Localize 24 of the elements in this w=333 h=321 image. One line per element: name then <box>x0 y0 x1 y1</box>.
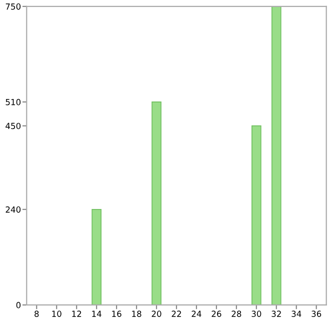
x-tick-label: 32 <box>272 310 281 317</box>
x-tick-label: 16 <box>112 310 122 317</box>
x-tick-label: 30 <box>252 310 262 317</box>
x-tick-label: 34 <box>292 310 302 317</box>
y-tick-label: 510 <box>6 98 21 106</box>
x-tick-label: 22 <box>172 310 181 317</box>
x-tick-label: 28 <box>232 310 242 317</box>
y-tick-label: 450 <box>6 122 21 130</box>
bar <box>152 102 162 305</box>
x-tick-label: 36 <box>312 310 322 317</box>
x-tick-label: 8 <box>34 310 39 317</box>
y-tick-label: 750 <box>6 3 21 10</box>
x-tick-label: 10 <box>52 310 62 317</box>
x-tick-label: 18 <box>132 310 142 317</box>
bar <box>92 209 102 305</box>
x-tick-label: 14 <box>92 310 102 317</box>
bar <box>251 125 262 305</box>
x-tick-label: 20 <box>152 310 162 317</box>
x-tick-label: 26 <box>212 310 222 317</box>
x-tick-label: 24 <box>192 310 202 317</box>
x-tick-label: 12 <box>72 310 82 317</box>
y-tick-label: 240 <box>6 206 21 213</box>
y-tick-label: 0 <box>16 302 21 308</box>
bar <box>271 6 282 305</box>
